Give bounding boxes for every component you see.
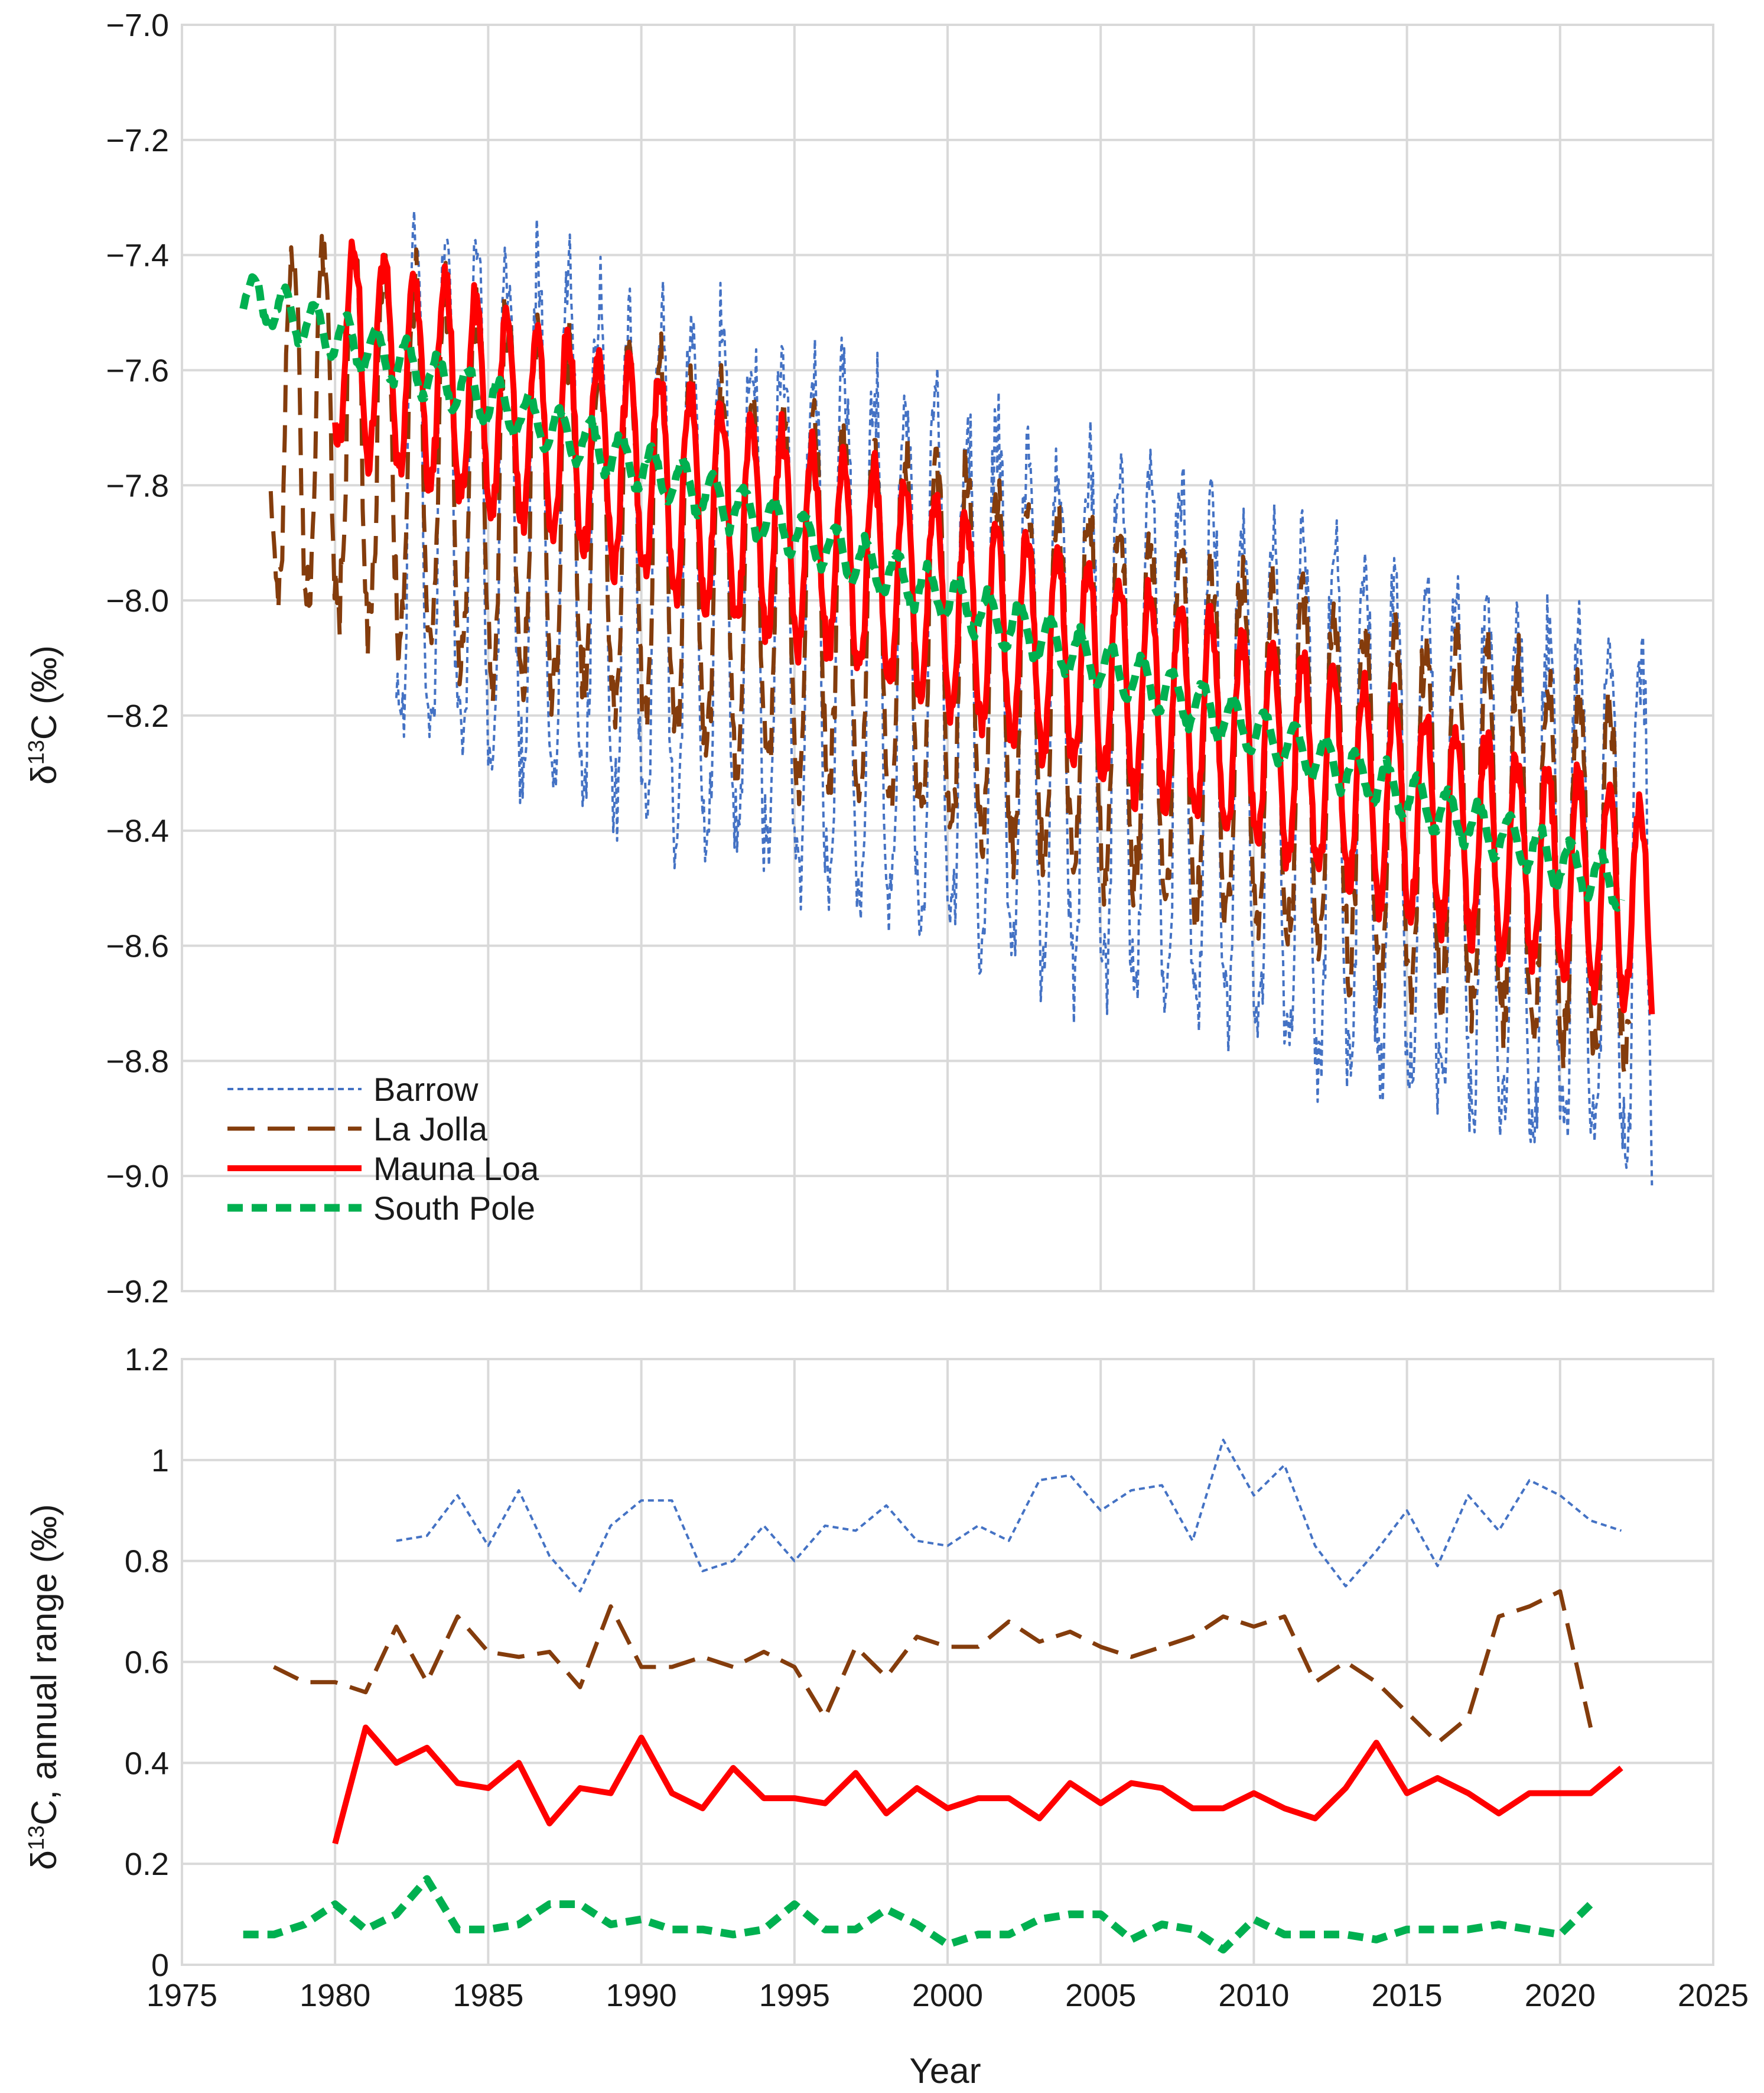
top-y-tick-label: −8.4 <box>106 814 169 849</box>
bottom-chart-series <box>243 1438 1623 1954</box>
bottom-x-tick-label: 1980 <box>300 1978 370 2013</box>
isotope-time-series-chart: −7.0 −7.2 −7.4 −7.6 −7.8 −8.0 −8.2 −8.4 −8.6 −8.8… <box>24 8 1714 1309</box>
bottom-y-tick-label: 0 <box>151 1948 169 1983</box>
top-y-tick-label: −9.2 <box>106 1274 169 1309</box>
top-chart-gridlines <box>181 24 1714 1292</box>
bottom-x-tick-label: 2025 <box>1678 1978 1749 2013</box>
bottom-chart-x-tick-labels: 1975 1980 1985 1990 1995 2000 2005 2010 2015 2020… <box>147 1978 1749 2013</box>
top-y-tick-label: −7.2 <box>106 123 169 158</box>
bottom-series-line-south-pole <box>243 1875 1594 1954</box>
bottom-x-tick-label: 1975 <box>147 1978 217 2013</box>
bottom-series-line-la-jolla <box>272 1589 1593 1745</box>
top-y-tick-label: −7.0 <box>106 8 169 43</box>
top-y-tick-label: −7.6 <box>106 353 169 388</box>
annual-range-chart: 0 0.2 0.4 0.6 0.8 1 1.2 1975 1980 1985 1990 1995 20… <box>24 1342 1749 2091</box>
bottom-x-tick-label: 2000 <box>912 1978 983 2013</box>
bottom-x-tick-label: 1990 <box>606 1978 677 2013</box>
bottom-y-tick-label: 1.2 <box>125 1342 169 1377</box>
bottom-x-tick-label: 1995 <box>759 1978 830 2013</box>
bottom-chart-y-axis-title: δ13C, annual range (‰) <box>24 1504 64 1870</box>
top-y-tick-label: −7.4 <box>106 238 169 274</box>
bottom-series-line-mauna-loa <box>332 1724 1623 1845</box>
top-y-tick-label: −8.2 <box>106 698 169 734</box>
bottom-x-tick-label: 1985 <box>453 1978 523 2013</box>
top-y-tick-label: −8.6 <box>106 929 169 964</box>
legend-label-barrow: Barrow <box>373 1071 479 1108</box>
bottom-y-tick-label: 0.8 <box>125 1544 169 1580</box>
top-series-line-mauna-loa <box>332 238 1655 1015</box>
top-y-tick-label: −9.0 <box>106 1159 169 1194</box>
top-y-tick-label: −8.0 <box>106 583 169 619</box>
top-chart-series <box>239 210 1655 1186</box>
top-chart-y-tick-labels: −7.0 −7.2 −7.4 −7.6 −7.8 −8.0 −8.2 −8.4 −8.6 −8.8… <box>106 8 169 1309</box>
legend-label-la-jolla: La Jolla <box>373 1110 488 1148</box>
bottom-x-tick-label: 2020 <box>1525 1978 1596 2013</box>
bottom-y-tick-label: 0.4 <box>125 1746 169 1781</box>
bottom-chart-y-tick-labels: 0 0.2 0.4 0.6 0.8 1 1.2 <box>125 1342 169 1983</box>
bottom-chart-plot-frame <box>181 1358 1714 1966</box>
top-y-tick-label: −7.8 <box>106 468 169 503</box>
legend-label-south-pole: South Pole <box>373 1190 535 1227</box>
bottom-y-tick-label: 0.2 <box>125 1847 169 1882</box>
top-chart-y-axis-title: δ13C (‰) <box>24 645 64 785</box>
top-series-line-south-pole <box>239 273 1625 912</box>
bottom-y-tick-label: 0.6 <box>125 1645 169 1681</box>
top-y-tick-label: −8.8 <box>106 1044 169 1079</box>
bottom-y-tick-label: 1 <box>151 1443 169 1478</box>
top-chart-plot-frame <box>181 24 1714 1292</box>
bottom-x-tick-label: 2010 <box>1218 1978 1289 2013</box>
top-series-line-barrow <box>395 210 1654 1186</box>
bottom-chart-x-axis-title: Year <box>909 2051 981 2091</box>
bottom-series-line-barrow <box>396 1438 1622 1592</box>
bottom-x-tick-label: 2005 <box>1065 1978 1136 2013</box>
legend-label-mauna-loa: Mauna Loa <box>373 1150 539 1187</box>
bottom-x-tick-label: 2015 <box>1372 1978 1443 2013</box>
